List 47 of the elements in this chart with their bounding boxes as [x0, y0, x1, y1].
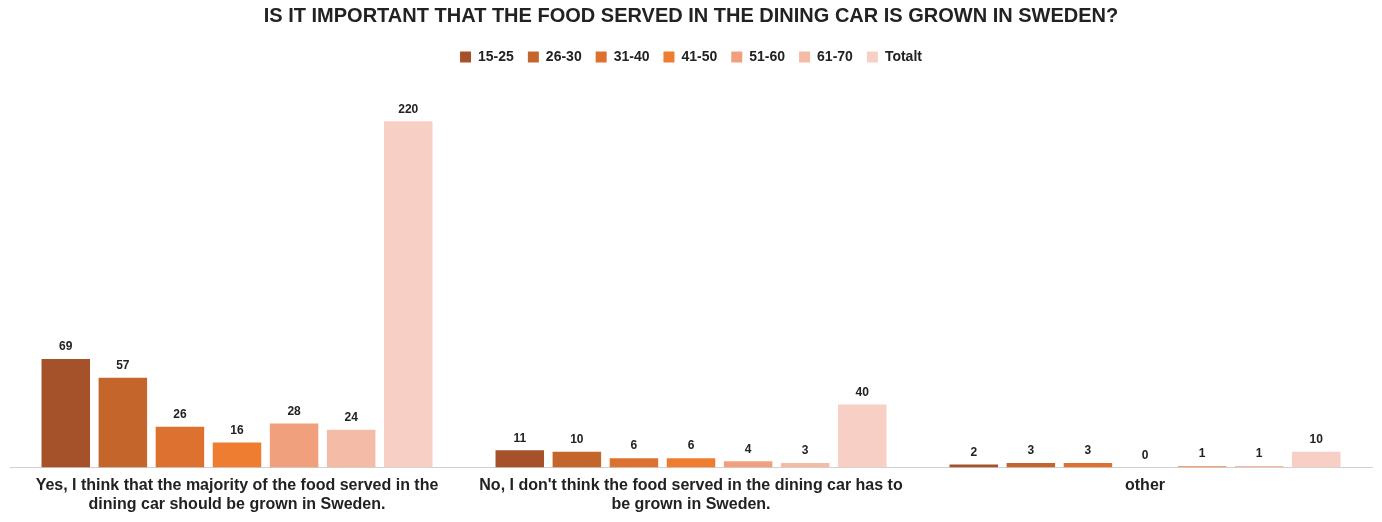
bar — [723, 461, 773, 468]
bar — [212, 442, 262, 468]
bar — [949, 464, 999, 468]
data-label: 1 — [1198, 446, 1206, 461]
legend-label: 31-40 — [613, 47, 650, 64]
bar — [269, 423, 319, 468]
data-label: 10 — [1309, 432, 1324, 447]
data-label: 26 — [173, 406, 187, 421]
x-tick-label: Yes, I think that the majority of the food served in the dining car should be grown in Sweden. — [35, 475, 439, 512]
data-label: 57 — [116, 358, 130, 373]
data-label: 69 — [59, 339, 73, 354]
legend-label: 51-60 — [749, 47, 786, 64]
bar — [837, 404, 887, 468]
data-label: 28 — [287, 403, 302, 418]
legend-label: 61-70 — [817, 47, 854, 64]
bar — [326, 429, 376, 468]
bar — [383, 121, 433, 468]
bar — [41, 358, 91, 468]
bar — [552, 451, 602, 468]
legend-label: 15-25 — [478, 47, 515, 64]
bar — [155, 426, 205, 468]
bar — [98, 377, 148, 468]
data-label: 3 — [1084, 443, 1092, 458]
bar — [1291, 451, 1341, 468]
data-label: 10 — [570, 432, 584, 447]
bar — [666, 458, 716, 468]
x-tick-label: No, I don't think the food served in the dining car has to be grown in Sweden. — [479, 475, 903, 512]
data-label: 6 — [630, 438, 638, 453]
data-label: 2 — [970, 444, 978, 459]
data-label: 3 — [1027, 443, 1035, 458]
data-label: 1 — [1255, 446, 1263, 461]
data-label: 11 — [513, 430, 527, 445]
x-tick-label: other — [1125, 475, 1165, 493]
bar — [609, 458, 659, 468]
data-label: 3 — [801, 443, 809, 458]
data-label: 24 — [344, 410, 359, 425]
bar — [495, 450, 545, 468]
chart-title: IS IT IMPORTANT THAT THE FOOD SERVED IN THE DINING CAR IS GROWN IN SWEDEN? — [263, 3, 1119, 26]
data-label: 6 — [687, 438, 695, 453]
legend-label: 41-50 — [681, 47, 718, 64]
legend-label: Totalt — [884, 47, 923, 64]
data-label: 4 — [744, 441, 752, 456]
data-label: 220 — [398, 101, 419, 116]
data-label: 0 — [1141, 447, 1149, 462]
legend-label: 26-30 — [545, 47, 582, 64]
data-label: 16 — [230, 422, 244, 437]
data-label: 40 — [855, 384, 870, 399]
